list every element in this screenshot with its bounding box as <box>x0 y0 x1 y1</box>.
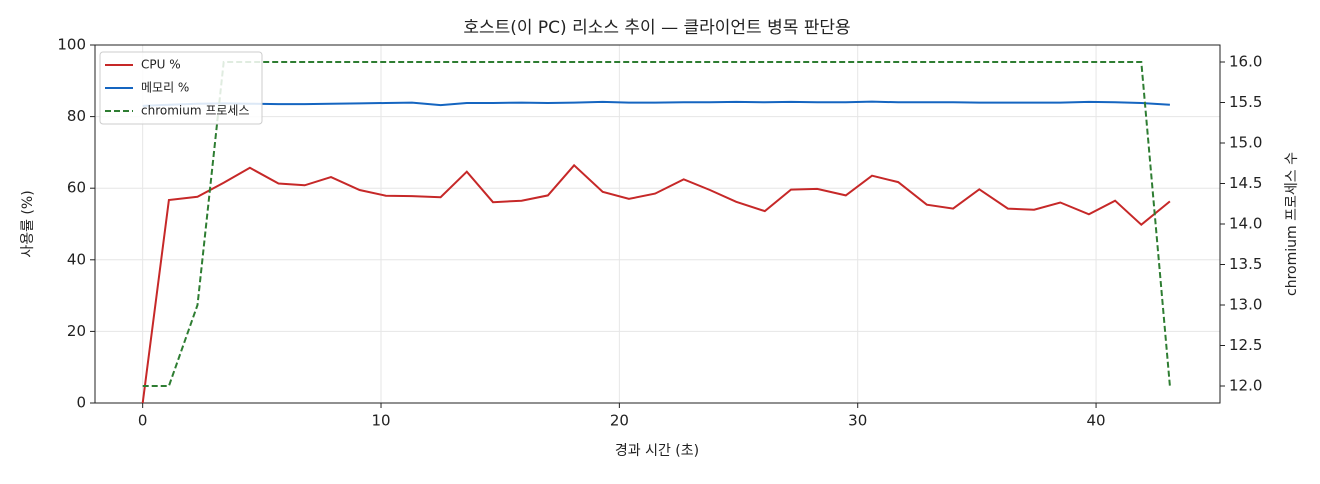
y-tick-label: 40 <box>67 250 86 268</box>
y-axis-label: 사용률 (%) <box>20 190 36 257</box>
chart-title: 호스트(이 PC) 리소스 추이 — 클라이언트 병목 판단용 <box>463 18 850 38</box>
x-tick-label: 30 <box>848 412 867 430</box>
x-tick-label: 0 <box>138 412 148 430</box>
series-line <box>142 100 1170 107</box>
y-tick-label: 60 <box>67 179 86 197</box>
y2-tick-label: 13.5 <box>1229 255 1262 273</box>
y2-tick-label: 16.0 <box>1229 53 1262 71</box>
y2-tick-label: 15.0 <box>1229 134 1262 152</box>
legend-box <box>99 51 263 125</box>
x-tick-label: 10 <box>371 412 390 430</box>
legend-label: 메모리 % <box>141 81 189 95</box>
series-line <box>142 61 1171 387</box>
y2-tick-label: 14.5 <box>1229 174 1262 192</box>
y2-tick-label: 13.0 <box>1229 295 1262 313</box>
x-tick-label: 20 <box>610 412 629 430</box>
y2-tick-label: 15.5 <box>1229 93 1262 111</box>
x-tick-label: 40 <box>1087 412 1106 430</box>
y-tick-label: 80 <box>67 107 86 125</box>
y2-tick-label: 12.5 <box>1229 336 1262 354</box>
y-tick-label: 100 <box>57 36 86 54</box>
series-line <box>141 163 1171 404</box>
legend-label: CPU % <box>141 58 181 72</box>
y-tick-label: 0 <box>76 394 86 412</box>
y2-axis-label: chromium 프로세스 수 <box>1284 152 1300 296</box>
legend-label: chromium 프로세스 <box>141 104 250 118</box>
plot-frame <box>94 44 1221 404</box>
y-tick-label: 20 <box>67 322 86 340</box>
x-axis-label: 경과 시간 (초) <box>615 443 699 459</box>
y2-tick-label: 12.0 <box>1229 376 1262 394</box>
y2-tick-label: 14.0 <box>1229 215 1262 233</box>
